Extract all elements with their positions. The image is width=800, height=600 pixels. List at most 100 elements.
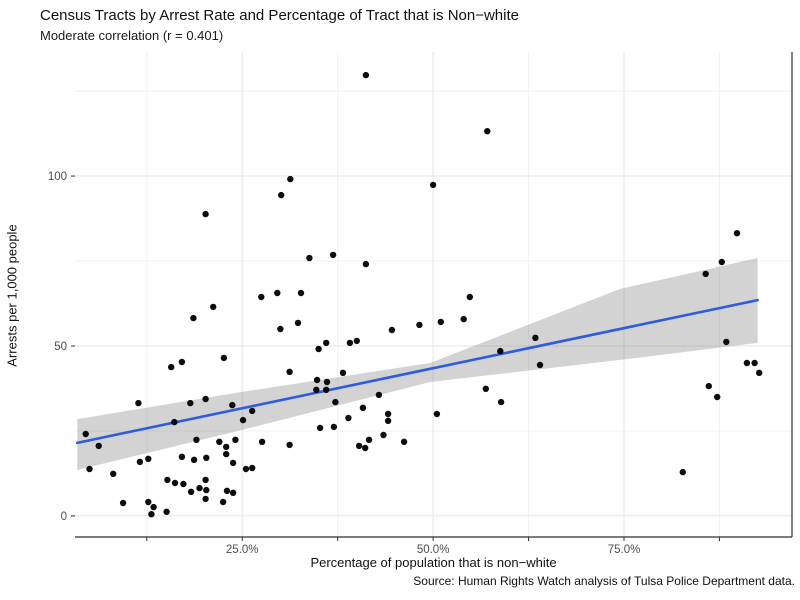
data-point [202,210,209,218]
data-point [145,498,152,506]
x-tick-label: 50.0% [417,544,450,556]
data-point [679,468,686,476]
data-point [316,424,324,432]
data-point [388,326,396,334]
data-point [220,354,228,362]
data-point [365,436,373,443]
data-point [242,465,250,473]
data-point [315,345,322,353]
data-point [751,359,758,367]
data-point [362,71,370,79]
data-point [202,495,209,503]
data-point [362,444,369,452]
data-point [219,498,227,506]
data-point [323,339,330,347]
data-point [145,455,152,462]
data-point [355,442,363,450]
data-point [249,464,256,472]
data-point [95,442,102,450]
data-point [196,484,203,492]
data-point [497,347,504,355]
data-point [718,258,725,266]
data-point [286,441,293,449]
data-point [203,454,210,461]
data-point [168,363,175,371]
data-point [286,368,293,375]
data-point [346,339,354,347]
y-tick-label: 100 [48,171,67,183]
data-point [178,453,186,460]
data-point [433,410,441,418]
y-tick-label: 50 [54,341,67,353]
data-point [187,399,194,407]
plot-subtitle: Moderate correlation (r = 0.401) [40,28,224,43]
data-point [202,476,209,484]
data-point [702,270,709,278]
data-point [384,417,392,424]
data-point [180,480,187,488]
data-point [297,289,305,297]
data-point [339,369,347,376]
x-axis-label: Percentage of population that is non−whi… [310,555,557,570]
data-point [171,418,178,426]
data-point [223,450,230,458]
data-point [313,386,320,393]
data-point [202,395,209,403]
data-point [429,181,437,189]
data-point [332,398,339,406]
data-point [756,369,763,376]
data-point [258,438,266,445]
data-point [466,293,473,301]
data-point [190,456,198,463]
plot-title: Census Tracts by Arrest Rate and Percent… [40,7,519,24]
data-point [723,338,730,346]
data-point [497,398,505,406]
data-point [705,382,712,390]
data-point [437,318,444,326]
data-point [416,321,423,329]
data-point [362,260,370,268]
data-point [353,337,360,345]
data-point [82,430,89,438]
data-point [135,399,142,407]
data-point [229,401,236,409]
data-point [193,436,200,443]
data-point [306,254,313,262]
data-point [345,414,352,422]
data-point [178,358,186,366]
data-point [223,443,230,451]
data-point [323,386,330,393]
data-point [148,511,155,518]
data-point [258,293,265,301]
data-point [150,503,157,511]
data-point [375,391,383,399]
data-point [743,359,751,367]
data-point [203,486,210,494]
data-point [239,416,247,424]
data-point [229,459,237,467]
source-caption: Source: Human Rights Watch analysis of T… [413,574,795,588]
data-point [536,361,544,369]
data-point [223,487,231,494]
data-point [163,508,170,515]
x-tick-label: 25.0% [226,544,259,556]
data-point [278,191,285,199]
data-point [190,314,197,322]
data-point [484,128,491,135]
data-point [313,376,321,384]
y-tick-label: 0 [61,511,67,523]
data-point [380,431,387,439]
x-tick-label: 75.0% [608,544,641,556]
data-point [460,315,467,323]
data-point [232,436,239,443]
data-point [274,289,281,297]
data-point [287,175,294,183]
data-point [714,393,721,401]
data-point [359,404,367,411]
data-point [323,378,331,386]
data-point [171,479,179,487]
data-point [294,319,302,327]
data-point [119,499,127,507]
